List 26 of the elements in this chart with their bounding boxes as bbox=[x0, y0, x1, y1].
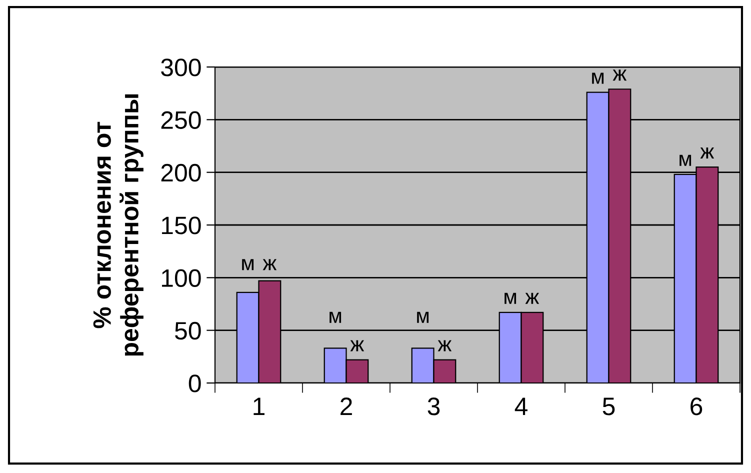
text: м bbox=[417, 312, 429, 323]
x-tick-label: 3 bbox=[428, 398, 440, 416]
text: ж bbox=[438, 340, 452, 352]
y-tick-label: 150 bbox=[162, 216, 201, 234]
y-tick-label: 100 bbox=[162, 269, 201, 287]
y-tick-label: 50 bbox=[175, 322, 201, 340]
x-tick-label: 6 bbox=[690, 398, 702, 416]
text: ж bbox=[262, 259, 277, 270]
text: м bbox=[330, 312, 342, 323]
text: м bbox=[680, 154, 692, 166]
y-tick-label: 200 bbox=[161, 164, 201, 182]
text: ж bbox=[525, 292, 540, 304]
x-tick-label: 2 bbox=[340, 398, 352, 416]
series-label: м bbox=[592, 72, 604, 84]
series-label: ж bbox=[350, 340, 364, 352]
text: м bbox=[504, 292, 516, 304]
y-tick-label: 250 bbox=[161, 111, 201, 129]
y-tick-label: 0 bbox=[188, 374, 201, 392]
text: ж bbox=[612, 70, 627, 81]
y-tick-label: 300 bbox=[161, 58, 201, 76]
x-tick-label: 5 bbox=[602, 398, 615, 416]
x-tick-label: 1 bbox=[254, 398, 264, 416]
y-axis-title: % отклонения от референтной группы bbox=[93, 94, 144, 356]
text: ж bbox=[700, 148, 714, 159]
x-tick-label: 4 bbox=[514, 398, 528, 416]
text: м bbox=[242, 259, 254, 270]
